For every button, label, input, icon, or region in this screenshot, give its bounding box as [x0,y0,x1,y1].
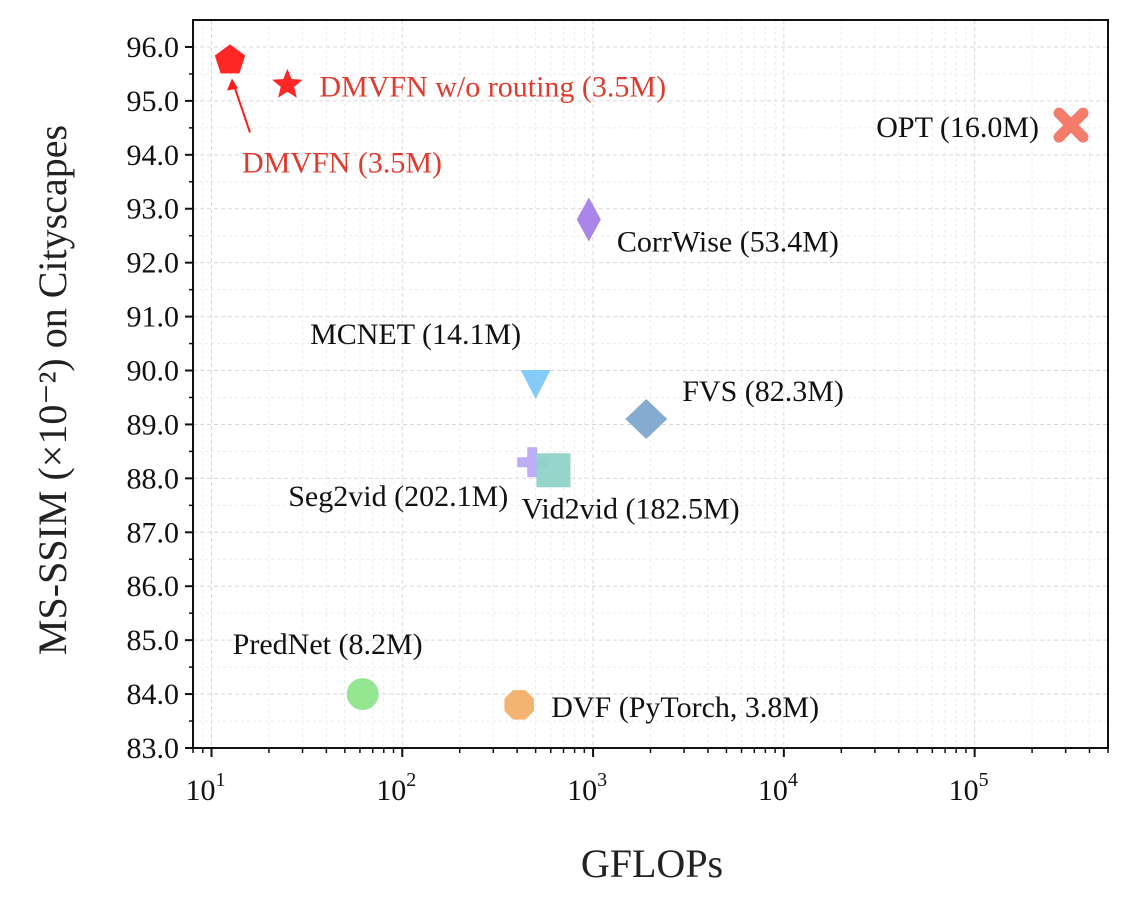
point-label: OPT (16.0M) [876,111,1039,144]
y-tick-label: 85.0 [127,624,180,657]
x-tick-label: 101 [185,769,225,807]
y-tick-label: 84.0 [127,678,180,711]
x-axis-title: GFLOPs [581,841,723,886]
y-tick-label: 87.0 [127,516,180,549]
y-tick-label: 93.0 [127,193,180,226]
y-tick-label: 94.0 [127,139,180,172]
point-dmvfn [214,44,246,74]
point-label: DMVFN (3.5M) [242,146,442,179]
point-label: CorrWise (53.4M) [617,226,839,259]
point-label: MCNET (14.1M) [310,318,521,351]
point-label: Seg2vid (202.1M) [288,480,508,513]
x-tick-label: 103 [567,769,607,807]
y-tick-label: 96.0 [127,31,180,64]
y-tick-label: 92.0 [127,247,180,280]
point-label: DMVFN w/o routing (3.5M) [319,71,666,104]
point-label: FVS (82.3M) [682,375,844,408]
point-prednet [346,678,379,711]
point-fvs [625,399,668,440]
y-tick-label: 91.0 [127,301,180,334]
point-label: DVF (PyTorch, 3.8M) [551,691,819,724]
point-dmvfn [272,68,303,98]
point-label: Vid2vid (182.5M) [521,492,739,525]
x-tick-label: 104 [758,769,798,807]
point-opt [1053,107,1089,143]
point-corrwise [576,197,601,242]
point-label: PredNet (8.2M) [233,628,423,661]
y-tick-label: 86.0 [127,570,180,603]
y-tick-label: 89.0 [127,408,180,441]
point-vid2vid [536,453,571,488]
x-tick-label: 102 [376,769,416,807]
x-tick-label: 105 [949,769,989,807]
annotation-arrowhead [226,78,238,91]
label-layer: DMVFN (3.5M) DMVFN w/o routing (3.5M) OPT … [226,71,1039,724]
mark-layer [214,44,1089,720]
y-tick-label: 95.0 [127,85,180,118]
y-tick-label: 83.0 [127,732,180,765]
y-axis-title: MS-SSIM (×10⁻²) on Cityscapes [30,125,75,655]
y-tick-label: 90.0 [127,355,180,388]
point-mcnet [520,370,551,399]
y-tick-label: 88.0 [127,462,180,495]
point-dvf [504,690,534,720]
annotation-arrow [232,82,251,133]
axis-layer: 83.0 84.0 85.0 86.0 87.0 88.0 89.0 90.0 91.0 92.0… [127,19,1109,807]
